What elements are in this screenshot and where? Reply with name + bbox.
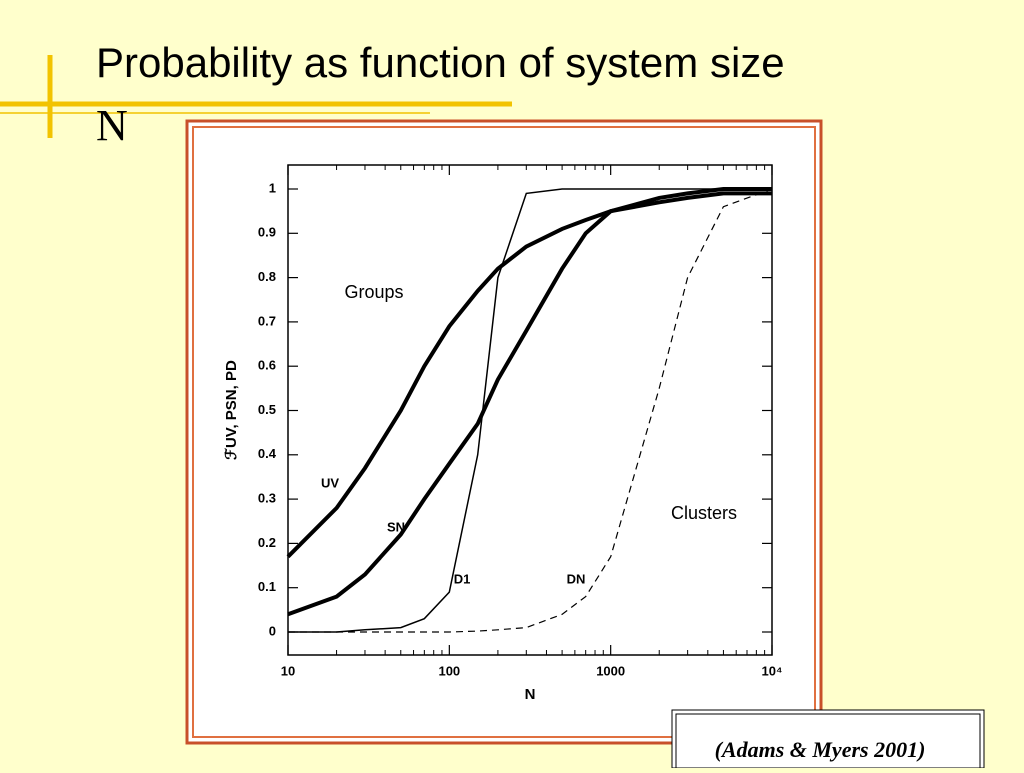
x-tick-label: 10: [281, 663, 295, 678]
y-tick-label: 0.6: [258, 358, 276, 373]
y-tick-label: 1: [269, 180, 276, 195]
y-tick-label: 0: [269, 623, 276, 638]
series-line: [287, 187, 772, 617]
y-tick-label: 0.5: [258, 402, 276, 417]
y-tick-label: 0.8: [258, 269, 276, 284]
slide-title-symbol: N: [96, 101, 128, 150]
y-tick-label: 0.9: [258, 225, 276, 240]
y-tick-label: 0.1: [258, 579, 276, 594]
y-axis-label: ℱUV, PSN, PD: [223, 360, 240, 460]
y-tick-label: 0.2: [258, 535, 276, 550]
series-line: [286, 191, 772, 559]
x-tick-label: 100: [438, 663, 460, 678]
series-label: UV: [321, 475, 339, 490]
annotation: Groups: [344, 282, 403, 302]
x-axis-label: N: [525, 686, 536, 703]
annotation: Clusters: [671, 503, 737, 523]
x-tick-label: 10⁴: [762, 663, 783, 678]
x-tick-label: 1000: [596, 663, 625, 678]
figure-frame-inner: [192, 126, 816, 738]
series-line: [288, 188, 772, 633]
series-label: D1: [454, 571, 471, 586]
plot: 10 100 1000 10⁴ 0 0.1 0.2 0.3 0.4 0.5 0.6 0.7 0.8 0.9…: [223, 164, 783, 703]
slide-title: Probability as function of system size: [96, 39, 785, 86]
citation-box: [671, 709, 985, 769]
series-label: SN: [387, 519, 405, 534]
y-tick-label: 0.3: [258, 491, 276, 506]
y-tick-label: 0.7: [258, 313, 276, 328]
y-tick-label: 0.4: [258, 446, 277, 461]
citation: (Adams & Myers 2001): [715, 737, 926, 762]
figure-frame: [185, 119, 823, 745]
series-label: DN: [567, 571, 586, 586]
